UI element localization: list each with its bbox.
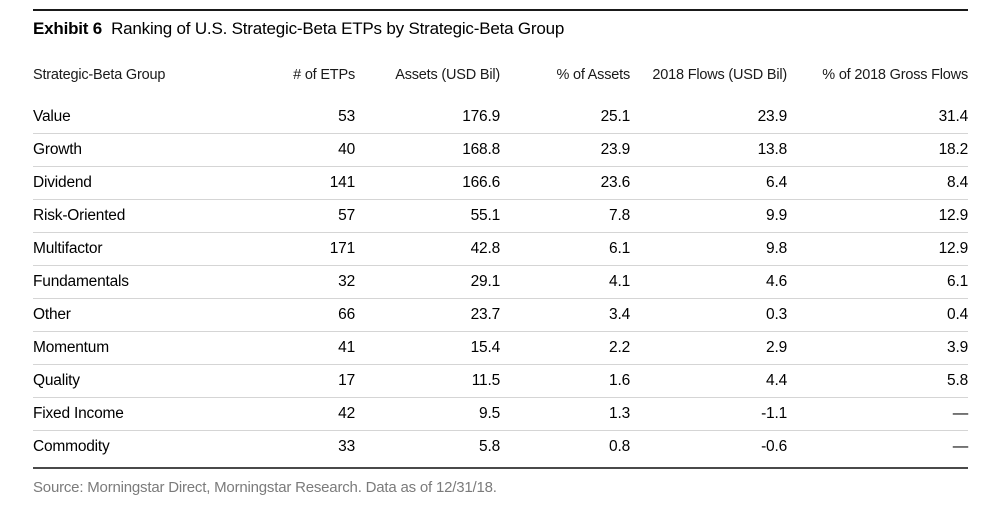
table-cell: 166.6: [355, 166, 500, 200]
table-cell: 11.5: [355, 364, 500, 398]
table-cell: 23.9: [630, 101, 787, 134]
table-row: Fixed Income 42 9.5 1.3 -1.1—: [33, 397, 968, 431]
table-cell: 2.2: [500, 331, 630, 365]
table-cell: 40: [213, 133, 355, 167]
table-cell: 66: [213, 298, 355, 332]
top-rule: [33, 9, 968, 11]
table-row: Momentum 41 15.4 2.2 2.9 3.9: [33, 331, 968, 365]
table-cell: 41: [213, 331, 355, 365]
table-row: Dividend 141 166.6 23.6 6.4 8.4: [33, 166, 968, 200]
exhibit-title-text: Ranking of U.S. Strategic-Beta ETPs by S…: [111, 19, 565, 38]
table-cell: 6.1: [500, 232, 630, 266]
column-header-group: Strategic-Beta Group: [33, 67, 166, 83]
row-label: Commodity: [33, 438, 110, 455]
table-cell: 25.1: [500, 101, 630, 134]
table-cell: 141: [213, 166, 355, 200]
table-row: Other 66 23.7 3.4 0.3 0.4: [33, 298, 968, 332]
row-label: Risk-Oriented: [33, 199, 213, 233]
row-label: Fixed Income: [33, 397, 213, 431]
table-cell: 4.1: [500, 265, 630, 299]
row-label: Value: [33, 101, 213, 134]
table-cell: 9.5: [355, 397, 500, 431]
table-body: Value 53 176.9 25.1 23.9 31.4 Growth 40 168.8 23.…: [33, 101, 968, 463]
row-label: Quality: [33, 364, 213, 398]
table-cell: 3.9: [787, 331, 968, 365]
table-cell: 57: [213, 199, 355, 233]
row-label: Other: [33, 298, 213, 332]
table-cell: 1.6: [500, 364, 630, 398]
table-cell: 7.8: [500, 199, 630, 233]
table-cell: 176.9: [355, 101, 500, 134]
table-cell: 12.9: [787, 199, 968, 233]
table-row: Commodity 33 5.8 0.8 -0.6 —: [33, 431, 968, 464]
table-cell: 29.1: [355, 265, 500, 299]
exhibit-label: Exhibit 6: [33, 19, 103, 38]
table-cell: 33: [338, 438, 355, 455]
bottom-rule: [33, 467, 968, 469]
table-cell: 5.8: [479, 438, 500, 455]
exhibit-page: Exhibit 6 Ranking of U.S. Strategic-Beta …: [0, 9, 1002, 526]
table-cell: 168.8: [355, 133, 500, 167]
table-cell: 15.4: [355, 331, 500, 365]
table-cell: 4.6: [630, 265, 787, 299]
table-cell: 32: [213, 265, 355, 299]
row-label: Fundamentals: [33, 265, 213, 299]
row-label: Dividend: [33, 166, 213, 200]
table-cell: -1.1: [630, 397, 787, 431]
table-cell: -0.6: [761, 438, 787, 455]
table-cell: 6.1: [787, 265, 968, 299]
source-note: Source: Morningstar Direct, Morningstar …: [33, 479, 497, 496]
table-cell: 4.4: [630, 364, 787, 398]
table-cell: 18.2: [787, 133, 968, 167]
table-cell: 0.4: [787, 298, 968, 332]
column-header-pct-gross-flows: % of 2018 Gross Flows: [822, 67, 968, 83]
table-cell: 55.1: [355, 199, 500, 233]
table-header: Strategic-Beta Group # of ETPs Assets (U…: [33, 66, 968, 101]
table-cell: 42.8: [355, 232, 500, 266]
table-row: Risk-Oriented 57 55.1 7.8 9.9 12.9: [33, 199, 968, 233]
table-row: Growth 40 168.8 23.9 13.8 18.2: [33, 133, 968, 167]
row-label: Growth: [33, 133, 213, 167]
table-header-row: Strategic-Beta Group # of ETPs Assets (U…: [33, 66, 968, 101]
table-cell: 3.4: [500, 298, 630, 332]
table-cell: 6.4: [630, 166, 787, 200]
table-cell: 23.7: [355, 298, 500, 332]
table-cell: 42: [213, 397, 355, 431]
table-cell: 2.9: [630, 331, 787, 365]
table-row: Value 53 176.9 25.1 23.9 31.4: [33, 101, 968, 134]
table-cell: 0.8: [609, 438, 630, 455]
table-cell: 9.8: [630, 232, 787, 266]
column-header-num-etps: # of ETPs: [293, 67, 355, 83]
table-cell: 53: [213, 101, 355, 134]
table-row: Quality 17 11.5 1.6 4.4 5.8: [33, 364, 968, 398]
table-cell: 5.8: [787, 364, 968, 398]
table-cell: 23.9: [500, 133, 630, 167]
exhibit-title: Exhibit 6 Ranking of U.S. Strategic-Beta …: [33, 18, 968, 40]
table-cell: 0.3: [630, 298, 787, 332]
table-cell: 8.4: [787, 166, 968, 200]
table-cell: 171: [213, 232, 355, 266]
table-row: Fundamentals 32 29.1 4.1 4.6 6.1: [33, 265, 968, 299]
table-row: Multifactor 171 42.8 6.1 9.8 12.9: [33, 232, 968, 266]
row-label: Multifactor: [33, 232, 213, 266]
column-header-2018-flows: 2018 Flows (USD Bil): [652, 67, 787, 83]
table-cell: 17: [213, 364, 355, 398]
table-cell: —: [952, 438, 969, 455]
table-cell: —: [787, 397, 968, 431]
table-cell: 23.6: [500, 166, 630, 200]
table-cell: 1.3: [500, 397, 630, 431]
table-cell: 12.9: [787, 232, 968, 266]
row-label: Momentum: [33, 331, 213, 365]
column-header-pct-assets: % of Assets: [556, 67, 630, 83]
strategic-beta-table: Strategic-Beta Group # of ETPs Assets (U…: [33, 66, 968, 463]
table-cell: 31.4: [787, 101, 968, 134]
table-cell: 9.9: [630, 199, 787, 233]
column-header-assets: Assets (USD Bil): [395, 67, 500, 83]
table-cell: 13.8: [630, 133, 787, 167]
